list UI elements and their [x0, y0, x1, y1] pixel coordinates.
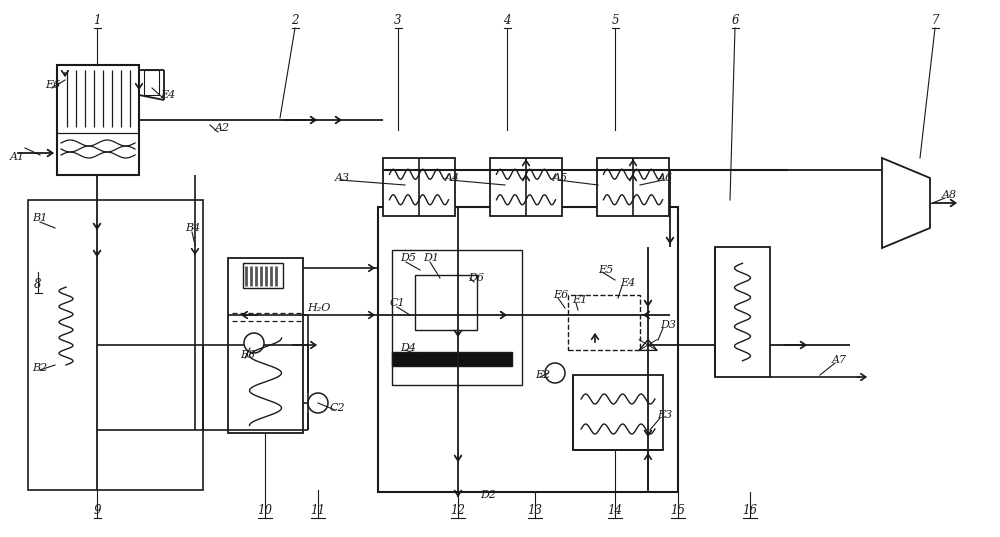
Text: E4: E4 [160, 90, 175, 100]
Text: E5: E5 [598, 265, 613, 275]
Bar [392, 250, 522, 385]
Text: A5: A5 [553, 173, 568, 183]
Bar [228, 258, 303, 433]
Text: 13: 13 [528, 504, 542, 517]
Text: A6: A6 [658, 173, 673, 183]
Text: D3: D3 [660, 320, 676, 330]
Text: D6: D6 [468, 273, 484, 283]
Text: 16: 16 [742, 504, 758, 517]
Bar [568, 295, 640, 350]
Text: H₂O: H₂O [307, 303, 330, 313]
Bar [715, 247, 770, 377]
Text: C2: C2 [330, 403, 346, 413]
Text: 4: 4 [503, 13, 511, 26]
Text: A2: A2 [215, 123, 230, 133]
Bar [597, 158, 669, 216]
Text: B1: B1 [32, 213, 47, 223]
Bar [57, 65, 139, 175]
Bar [490, 158, 562, 216]
Text: 6: 6 [731, 13, 739, 26]
Text: D5: D5 [400, 253, 416, 263]
Circle shape [545, 363, 565, 383]
Circle shape [244, 333, 264, 353]
Text: 7: 7 [931, 13, 939, 26]
Bar [37, 272, 95, 380]
Text: E3: E3 [657, 410, 672, 420]
Text: 9: 9 [93, 504, 101, 517]
Text: E4: E4 [620, 278, 635, 288]
Text: 10: 10 [258, 504, 272, 517]
Text: 14: 14 [608, 504, 622, 517]
Text: D1: D1 [423, 253, 439, 263]
Text: E1: E1 [572, 295, 587, 305]
Text: C1: C1 [390, 298, 406, 308]
Text: A3: A3 [335, 173, 350, 183]
Text: A8: A8 [942, 190, 957, 200]
Text: B4: B4 [185, 223, 200, 233]
Text: B2: B2 [32, 363, 47, 373]
Text: D2: D2 [480, 490, 496, 500]
Text: D4: D4 [400, 343, 416, 353]
Bar [383, 158, 455, 216]
Text: 12: 12 [450, 504, 466, 517]
Text: B3: B3 [240, 350, 255, 360]
Bar [144, 70, 159, 95]
Bar [28, 200, 203, 490]
Text: 2: 2 [291, 13, 299, 26]
Text: E6: E6 [553, 290, 568, 300]
Text: 11: 11 [310, 504, 326, 517]
Text: A1: A1 [10, 152, 25, 162]
Text: 5: 5 [611, 13, 619, 26]
Text: 1: 1 [93, 13, 101, 26]
Bar [392, 352, 512, 366]
Bar [378, 207, 678, 492]
Bar [243, 263, 283, 288]
Text: A4: A4 [445, 173, 460, 183]
Polygon shape [882, 158, 930, 248]
Text: E6: E6 [45, 80, 60, 90]
Text: 3: 3 [394, 13, 402, 26]
Bar [415, 275, 477, 330]
Polygon shape [639, 339, 657, 351]
Circle shape [308, 393, 328, 413]
Text: 8: 8 [34, 279, 42, 292]
Bar [573, 375, 663, 450]
Text: E2: E2 [535, 370, 550, 380]
Text: 15: 15 [670, 504, 686, 517]
Text: A7: A7 [832, 355, 847, 365]
